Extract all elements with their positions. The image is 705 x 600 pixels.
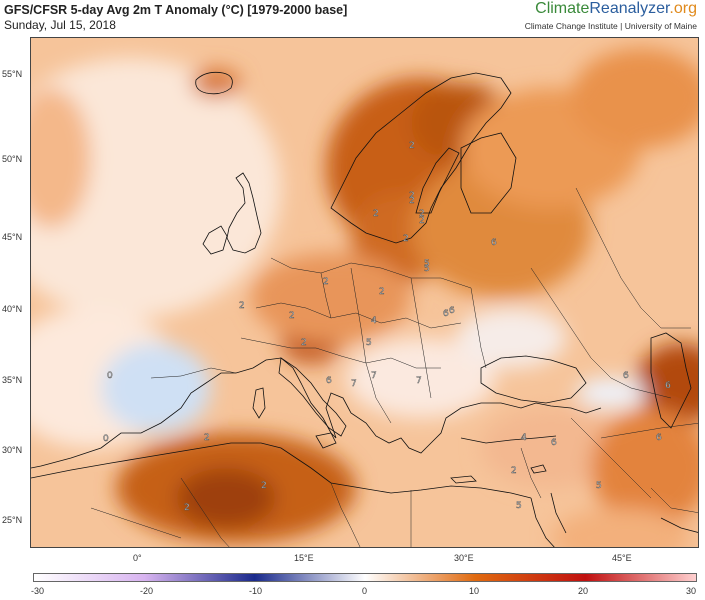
- lat-label: 45°N: [2, 232, 23, 242]
- brand-part2: Reanalyzer: [589, 0, 670, 17]
- contour-label: 2: [419, 209, 425, 219]
- lat-label: 25°N: [2, 515, 23, 525]
- brand-logo[interactable]: ClimateReanalyzer.org: [535, 0, 697, 18]
- coastlines: [31, 71, 698, 547]
- lon-label: 45°E: [612, 553, 632, 563]
- contour-label: 5: [596, 481, 602, 491]
- contour-label: 0: [107, 371, 113, 381]
- anomaly-map-svg: 2 2 2 2 2 2 2 2 2 2 2 5 6 6 6 6 6 2 2 2 …: [31, 38, 698, 547]
- contour-label: 4: [521, 433, 527, 443]
- colorbar: [33, 573, 697, 582]
- lat-label: 40°N: [2, 304, 23, 314]
- contour-label: 5: [516, 501, 522, 511]
- contour-label: 2: [373, 209, 379, 219]
- colorbar-tick: -10: [249, 586, 263, 596]
- contour-label: 2: [239, 301, 245, 311]
- contour-label: 2: [301, 338, 307, 348]
- contour-label: 6: [491, 238, 497, 248]
- country-borders: [90, 187, 698, 547]
- map-date: Sunday, Jul 15, 2018: [4, 18, 116, 32]
- contour-label: 4: [371, 316, 377, 326]
- contour-label: 2: [184, 503, 190, 513]
- anomaly-field: [31, 48, 698, 547]
- colorbar-tick: 10: [469, 586, 480, 596]
- contour-labels: 2 2 2 2 2 2 2 2 2 2 2 5 6 6 6 6 6 2 2 2 …: [103, 141, 672, 514]
- contour-label: 2: [409, 141, 415, 151]
- contour-label: 0: [103, 434, 109, 444]
- contour-label: 2: [379, 287, 385, 297]
- brand-part3: .org: [669, 0, 697, 17]
- map-title: GFS/CFSR 5-day Avg 2m T Anomaly (°C) [19…: [4, 3, 348, 17]
- colorbar-tick: 0: [362, 586, 368, 596]
- contour-label: 5: [424, 264, 430, 274]
- contour-label: 6: [443, 309, 449, 319]
- contour-label: 2: [409, 191, 415, 201]
- colorbar-tick: 30: [686, 586, 697, 596]
- contour-label: 2: [204, 433, 210, 443]
- colorbar-tick: -20: [140, 586, 154, 596]
- colorbar-tick: 20: [578, 586, 589, 596]
- contour-label: 2: [403, 234, 409, 244]
- colorbar-tick: -30: [31, 586, 45, 596]
- contour-label: 2: [511, 466, 517, 476]
- lon-label: 0°: [133, 553, 142, 563]
- contour-label: 2: [409, 196, 415, 206]
- contour-label: 2: [323, 277, 329, 287]
- contour-label: 2: [289, 311, 295, 321]
- contour-label: 5: [366, 338, 372, 348]
- contour-label: 6: [656, 433, 662, 443]
- contour-label: 2: [419, 216, 425, 226]
- contour-label: 6: [449, 306, 455, 316]
- anomaly-map: 2 2 2 2 2 2 2 2 2 2 2 5 6 6 6 6 6 2 2 2 …: [30, 37, 699, 548]
- contour-label: 6: [326, 376, 332, 386]
- lat-label: 50°N: [2, 154, 23, 164]
- lat-label: 55°N: [2, 69, 23, 79]
- contour-label: 7: [416, 376, 422, 386]
- contour-label: 7: [351, 379, 357, 389]
- institution-label: Climate Change Institute | University of…: [524, 21, 697, 31]
- lat-label: 30°N: [2, 445, 23, 455]
- contour-label: 5: [424, 259, 430, 269]
- brand-part1: Climate: [535, 0, 590, 17]
- contour-label: 7: [371, 371, 377, 381]
- lon-label: 30°E: [454, 553, 474, 563]
- contour-label: 6: [665, 381, 671, 391]
- contour-label: 6: [623, 371, 629, 381]
- contour-label: 2: [261, 481, 267, 491]
- lat-label: 35°N: [2, 375, 23, 385]
- contour-label: 6: [551, 438, 557, 448]
- lon-label: 15°E: [294, 553, 314, 563]
